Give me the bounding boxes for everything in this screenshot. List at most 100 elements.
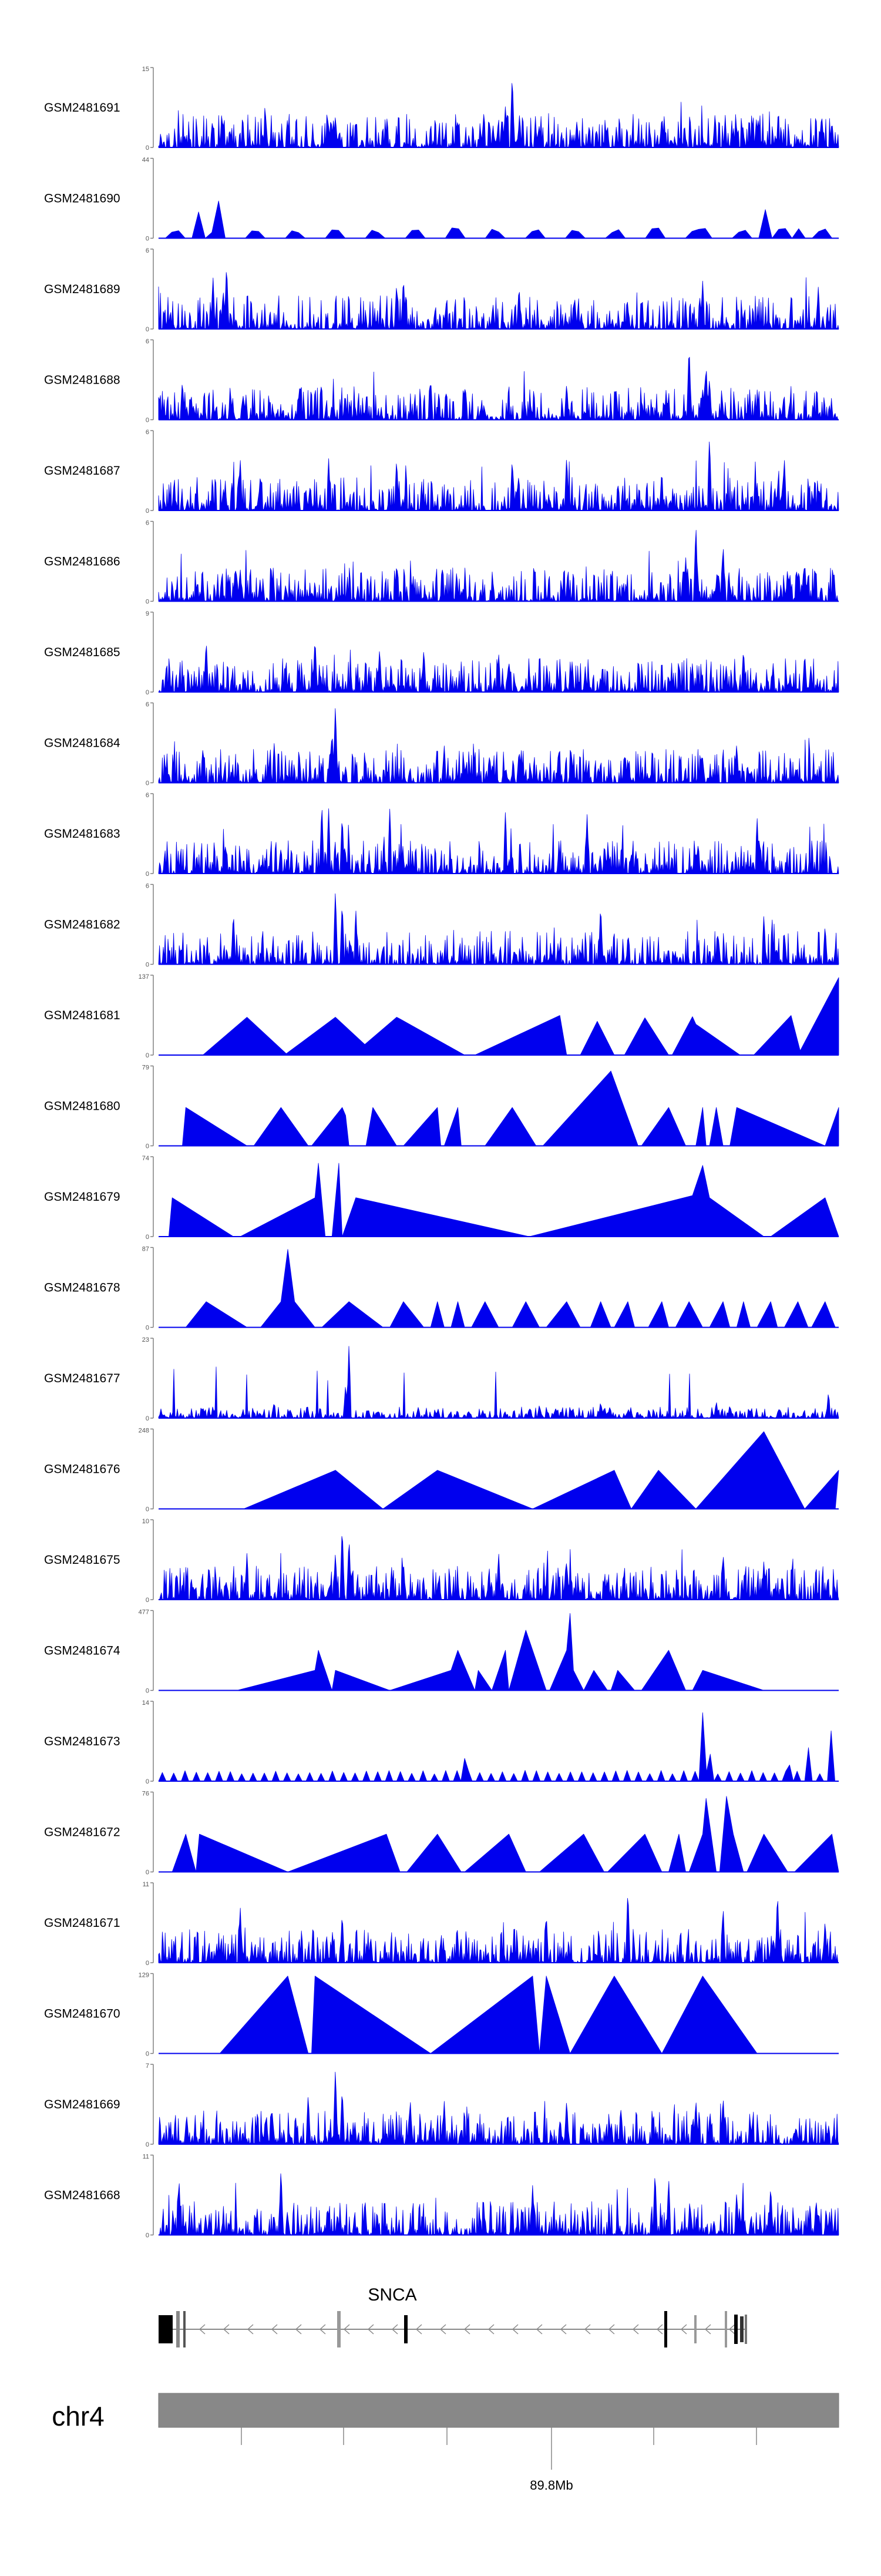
- gene-exon: [337, 2311, 341, 2347]
- y-tick-label-min: 0: [146, 2141, 149, 2148]
- coverage-area: [158, 441, 839, 511]
- y-tick-label-min: 0: [146, 417, 149, 424]
- gene-exon-utr: [159, 2315, 173, 2343]
- strand-arrow-icon: [704, 2324, 711, 2335]
- strand-arrow-icon: [199, 2324, 206, 2335]
- track-label: GSM2481678: [44, 1281, 120, 1295]
- y-tick-label-max: 10: [142, 1518, 149, 1525]
- y-tick-label-min: 0: [146, 1143, 149, 1150]
- y-tick-label-max: 9: [146, 610, 149, 617]
- coverage-area: [158, 893, 839, 965]
- gene-exon: [664, 2311, 667, 2347]
- y-tick-label-max: 76: [142, 1791, 149, 1798]
- y-tick-label-min: 0: [146, 326, 149, 333]
- y-tick-label-min: 0: [146, 236, 149, 243]
- y-tick-label-max: 129: [139, 1972, 149, 1979]
- coverage-area: [158, 708, 839, 783]
- gene-label: SNCA: [368, 2285, 416, 2305]
- y-tick-label-max: 6: [146, 792, 149, 799]
- track-label: GSM2481687: [44, 464, 120, 478]
- track-GSM2481687: GSM2481687 6 0: [44, 429, 839, 515]
- track-GSM2481678: GSM2481678 87 0: [44, 1246, 839, 1332]
- coverage-area: [158, 1536, 839, 1600]
- chromosome-band: [158, 2393, 839, 2428]
- y-tick-label-min: 0: [146, 780, 149, 787]
- y-tick-label-min: 0: [146, 2232, 149, 2239]
- y-tick-label-min: 0: [146, 1506, 149, 1513]
- track-GSM2481684: GSM2481684 6 0: [44, 701, 839, 787]
- y-tick-label-max: 477: [139, 1609, 149, 1616]
- coverage-area: [158, 1712, 839, 1782]
- strand-arrow-icon: [367, 2324, 374, 2335]
- coverage-area: [185, 1249, 836, 1328]
- tracks-layer: GSM2481691150GSM2481690440GSM248168960GS…: [44, 66, 839, 2239]
- coverage-area: [172, 1796, 839, 1872]
- y-tick-label-max: 248: [139, 1428, 149, 1435]
- strand-arrow-icon: [728, 2324, 735, 2335]
- coverage-area: [158, 646, 839, 693]
- y-tick-label-min: 0: [146, 508, 149, 515]
- track-GSM2481681: GSM2481681 137 0: [44, 973, 839, 1059]
- y-tick-label-min: 0: [146, 1325, 149, 1332]
- track-GSM2481683: GSM2481683 6 0: [44, 792, 839, 878]
- track-label: GSM2481669: [44, 2098, 120, 2111]
- strand-arrow-icon: [271, 2324, 278, 2335]
- track-label: GSM2481686: [44, 555, 120, 569]
- track-label: GSM2481683: [44, 827, 120, 841]
- track-GSM2481680: GSM2481680 79 0: [44, 1064, 839, 1150]
- track-label: GSM2481679: [44, 1190, 120, 1204]
- coverage-area: [158, 1346, 839, 1419]
- strand-arrow-icon: [343, 2324, 350, 2335]
- track-label: GSM2481674: [44, 1644, 120, 1658]
- axis-tick-label: 89.8Mb: [530, 2478, 573, 2493]
- track-label: GSM2481671: [44, 1916, 120, 1930]
- strand-arrow-icon: [439, 2324, 446, 2335]
- coverage-area: [158, 2173, 839, 2235]
- track-GSM2481685: GSM2481685 9 0: [44, 610, 839, 696]
- strand-arrow-icon: [223, 2324, 230, 2335]
- strand-arrow-icon: [295, 2324, 302, 2335]
- y-tick-label-min: 0: [146, 1415, 149, 1422]
- coverage-area: [158, 2071, 839, 2145]
- y-tick-label-max: 44: [142, 157, 149, 164]
- track-GSM2481674: GSM2481674 477 0: [44, 1609, 839, 1695]
- y-tick-label-max: 6: [146, 429, 149, 436]
- track-label: GSM2481684: [44, 737, 120, 750]
- strand-arrow-icon: [656, 2324, 663, 2335]
- y-tick-label-max: 11: [143, 1881, 149, 1888]
- y-tick-label-max: 87: [142, 1246, 149, 1253]
- track-GSM2481677: GSM2481677 23 0: [44, 1336, 839, 1422]
- strand-arrow-icon: [415, 2324, 422, 2335]
- y-tick-label-min: 0: [146, 689, 149, 696]
- track-label: GSM2481677: [44, 1372, 120, 1385]
- y-tick-label-max: 6: [146, 247, 149, 254]
- gene-exon: [176, 2311, 180, 2347]
- gene-model: SNCA: [159, 2285, 747, 2347]
- y-tick-label-max: 74: [142, 1155, 149, 1162]
- gene-exon: [740, 2316, 744, 2342]
- y-tick-label-max: 79: [142, 1064, 149, 1072]
- track-GSM2481675: GSM2481675 10 0: [44, 1518, 839, 1604]
- strand-arrow-icon: [463, 2324, 470, 2335]
- track-label: GSM2481690: [44, 192, 120, 206]
- coverage-area: [158, 357, 839, 420]
- y-tick-label-min: 0: [146, 1597, 149, 1604]
- coverage-area: [158, 272, 839, 330]
- track-label: GSM2481676: [44, 1463, 120, 1476]
- coverage-area: [158, 808, 839, 874]
- gene-exon: [725, 2311, 727, 2347]
- track-GSM2481673: GSM2481673 14 0: [44, 1700, 839, 1785]
- strand-arrow-icon: [487, 2324, 495, 2335]
- track-GSM2481686: GSM2481686 6 0: [44, 520, 839, 606]
- y-tick-label-min: 0: [146, 1052, 149, 1059]
- track-GSM2481689: GSM2481689 6 0: [44, 247, 839, 333]
- track-GSM2481676: GSM2481676 248 0: [44, 1428, 839, 1513]
- y-tick-label-min: 0: [146, 2051, 149, 2058]
- y-tick-label-min: 0: [146, 1778, 149, 1785]
- track-label: GSM2481685: [44, 646, 120, 659]
- strand-arrow-icon: [319, 2324, 326, 2335]
- y-tick-label-min: 0: [146, 599, 149, 606]
- gene-exon: [404, 2315, 408, 2343]
